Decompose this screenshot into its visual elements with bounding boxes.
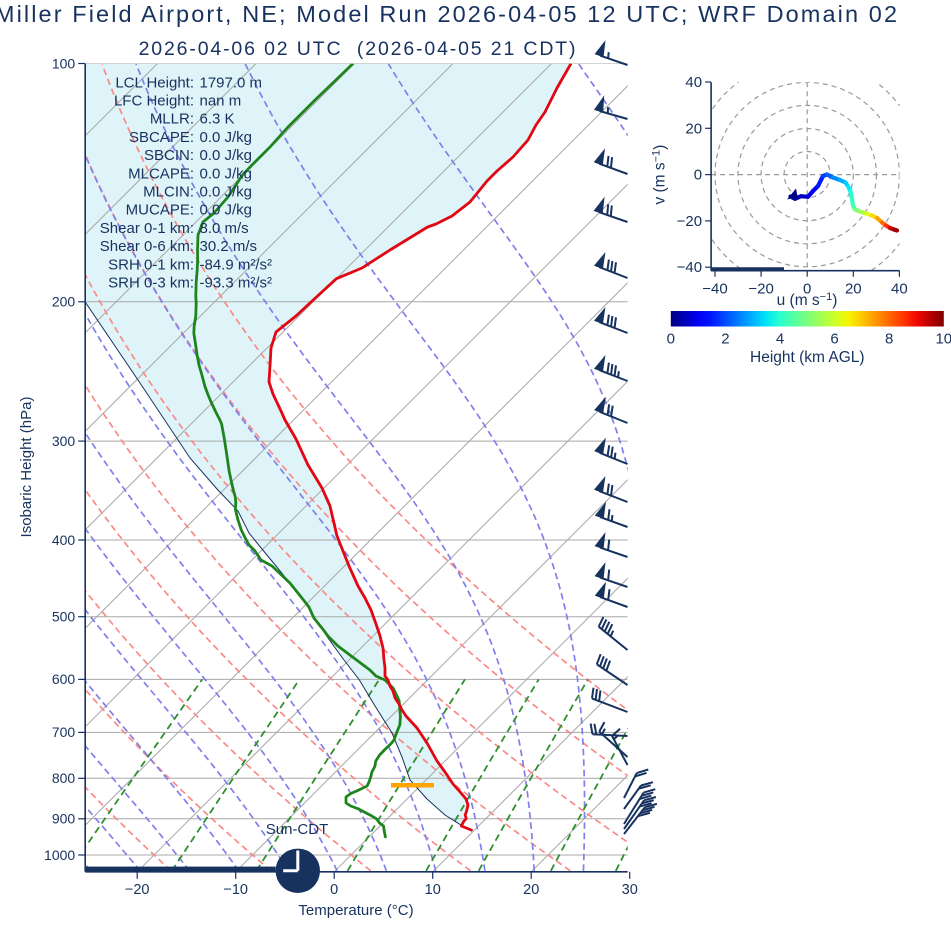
svg-text:SBCIN:: SBCIN:	[144, 147, 194, 164]
svg-text:1797.0 m: 1797.0 m	[200, 74, 263, 91]
svg-text:LCL Height:: LCL Height:	[115, 74, 194, 91]
svg-text:0: 0	[330, 882, 338, 898]
svg-text:8: 8	[885, 331, 893, 348]
svg-text:Miller Field Airport, NE; Mode: Miller Field Airport, NE; Model Run 2026…	[0, 1, 899, 27]
svg-text:10: 10	[935, 331, 951, 348]
svg-text:20: 20	[523, 882, 539, 898]
svg-text:MUCAPE:: MUCAPE:	[126, 202, 194, 219]
svg-text:40: 40	[685, 74, 702, 91]
svg-text:−20: −20	[748, 281, 773, 298]
svg-text:MLCAPE:: MLCAPE:	[128, 165, 194, 182]
svg-text:900: 900	[52, 811, 76, 827]
svg-text:800: 800	[52, 770, 76, 786]
svg-text:0.0 J/kg: 0.0 J/kg	[200, 184, 253, 201]
svg-text:Isobaric Height (hPa): Isobaric Height (hPa)	[18, 397, 35, 538]
svg-text:700: 700	[52, 724, 76, 740]
svg-text:0: 0	[667, 331, 675, 348]
svg-text:Temperature (°C): Temperature (°C)	[298, 902, 413, 919]
svg-text:Shear 0-6 km:: Shear 0-6 km:	[100, 238, 194, 255]
svg-text:SBCAPE:: SBCAPE:	[129, 129, 194, 146]
svg-text:0.0 J/kg: 0.0 J/kg	[200, 147, 253, 164]
svg-text:nan m: nan m	[200, 93, 242, 110]
svg-text:Height (km AGL): Height (km AGL)	[750, 349, 865, 366]
svg-text:40: 40	[891, 281, 908, 298]
svg-text:0: 0	[694, 167, 702, 184]
svg-text:0.0 J/kg: 0.0 J/kg	[200, 202, 253, 219]
svg-text:−20: −20	[125, 882, 150, 898]
svg-text:20: 20	[845, 281, 862, 298]
svg-text:30: 30	[622, 882, 638, 898]
svg-text:20: 20	[685, 120, 702, 137]
svg-text:MLLR:: MLLR:	[150, 111, 194, 128]
svg-text:−40: −40	[702, 281, 727, 298]
svg-text:500: 500	[52, 609, 76, 625]
svg-text:−10: −10	[223, 882, 248, 898]
svg-text:30.2 m/s: 30.2 m/s	[200, 238, 258, 255]
svg-text:6: 6	[830, 331, 838, 348]
svg-text:400: 400	[52, 532, 76, 548]
svg-text:SRH 0-1 km:: SRH 0-1 km:	[108, 256, 194, 273]
svg-text:0.0 J/kg: 0.0 J/kg	[200, 129, 253, 146]
svg-text:6.3 K: 6.3 K	[200, 111, 235, 128]
svg-text:200: 200	[52, 294, 76, 310]
svg-text:0.0 J/kg: 0.0 J/kg	[200, 165, 253, 182]
svg-text:100: 100	[52, 55, 76, 71]
svg-text:600: 600	[52, 671, 76, 687]
svg-text:MLCIN:: MLCIN:	[143, 184, 194, 201]
svg-text:LFC Height:: LFC Height:	[114, 93, 194, 110]
svg-text:2: 2	[721, 331, 729, 348]
svg-text:−40: −40	[677, 259, 702, 276]
svg-text:-84.9 m²/s²: -84.9 m²/s²	[200, 256, 273, 273]
svg-text:Shear 0-1 km:: Shear 0-1 km:	[100, 220, 194, 237]
svg-text:300: 300	[52, 433, 76, 449]
svg-text:−20: −20	[677, 213, 702, 230]
svg-text:SRH 0-3 km:: SRH 0-3 km:	[108, 275, 194, 292]
svg-text:10: 10	[425, 882, 441, 898]
svg-text:Sun-CDT: Sun-CDT	[266, 821, 329, 838]
svg-text:-93.3 m²/s²: -93.3 m²/s²	[200, 275, 273, 292]
svg-text:4: 4	[776, 331, 784, 348]
svg-text:2026-04-06 02 UTC (2026-04-05: 2026-04-06 02 UTC (2026-04-05 21 CDT)	[139, 38, 578, 60]
svg-text:8.0 m/s: 8.0 m/s	[200, 220, 249, 237]
svg-text:1000: 1000	[44, 847, 75, 863]
